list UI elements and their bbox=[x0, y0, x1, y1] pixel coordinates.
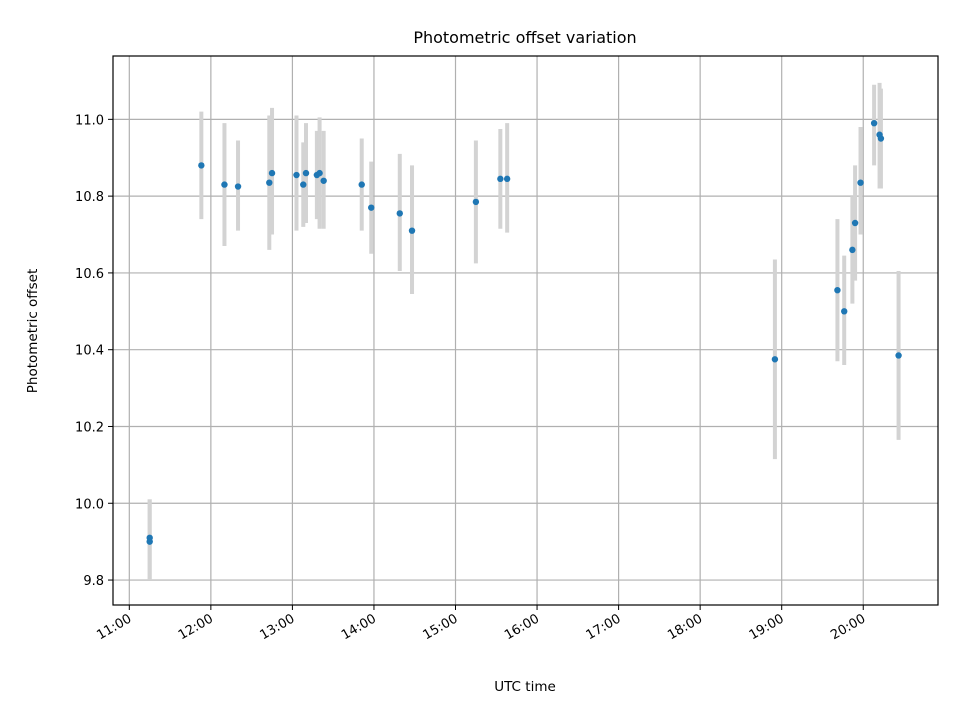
data-point bbox=[851, 219, 859, 227]
data-point bbox=[771, 356, 779, 363]
data-point bbox=[268, 169, 276, 177]
y-tick-label: 10.6 bbox=[75, 267, 104, 282]
data-point bbox=[841, 308, 848, 315]
x-tick-label: 20:00 bbox=[828, 611, 868, 643]
data-point bbox=[396, 210, 403, 217]
x-tick-label: 14:00 bbox=[339, 611, 379, 643]
x-tick-label: 16:00 bbox=[502, 611, 542, 643]
y-tick-label: 10.4 bbox=[75, 344, 104, 359]
data-point bbox=[302, 169, 310, 177]
data-point bbox=[146, 534, 153, 542]
plot-frame bbox=[112, 55, 939, 606]
data-point bbox=[358, 181, 365, 188]
y-tick-label: 10.2 bbox=[75, 420, 104, 435]
x-tick-label: 11:00 bbox=[94, 611, 134, 643]
data-point bbox=[368, 204, 375, 211]
chart-title: Photometric offset variation bbox=[413, 28, 636, 47]
error-bars bbox=[147, 82, 901, 581]
data-point bbox=[408, 227, 416, 234]
x-tick-label: 15:00 bbox=[421, 611, 461, 643]
x-tick-label: 13:00 bbox=[257, 611, 297, 643]
x-tick-label: 17:00 bbox=[584, 611, 624, 643]
y-tick-label: 10.8 bbox=[75, 190, 104, 205]
data-point bbox=[300, 181, 307, 188]
y-axis-label: Photometric offset bbox=[25, 269, 41, 393]
x-axis-label: UTC time bbox=[494, 679, 556, 695]
data-point bbox=[503, 175, 511, 183]
data-point bbox=[895, 352, 902, 359]
data-point bbox=[266, 179, 273, 186]
data-point bbox=[316, 169, 323, 177]
data-point bbox=[834, 286, 841, 294]
data-point bbox=[234, 183, 242, 190]
y-tick-label: 11.0 bbox=[75, 113, 104, 128]
data-point bbox=[497, 175, 504, 183]
grid bbox=[113, 56, 938, 605]
data-point bbox=[870, 119, 878, 127]
x-axis: 11:00 12:00 13:00 14:00 15:00 16:00 17:00 18:00… bbox=[94, 605, 868, 643]
data-point bbox=[198, 162, 205, 169]
x-tick-label: 19:00 bbox=[747, 611, 787, 643]
data-point bbox=[857, 179, 864, 186]
data-point bbox=[877, 135, 885, 142]
data-point bbox=[293, 171, 300, 179]
data-points bbox=[146, 119, 902, 545]
x-tick-label: 12:00 bbox=[176, 611, 216, 643]
y-axis: 9.8 10.0 10.2 10.4 10.6 10.8 11.0 bbox=[75, 113, 113, 589]
data-point bbox=[849, 246, 856, 254]
data-point bbox=[320, 177, 327, 184]
y-tick-label: 9.8 bbox=[83, 574, 104, 589]
y-tick-label: 10.0 bbox=[75, 497, 104, 512]
data-point bbox=[221, 181, 228, 188]
data-point bbox=[472, 198, 480, 206]
x-tick-label: 18:00 bbox=[665, 611, 705, 643]
